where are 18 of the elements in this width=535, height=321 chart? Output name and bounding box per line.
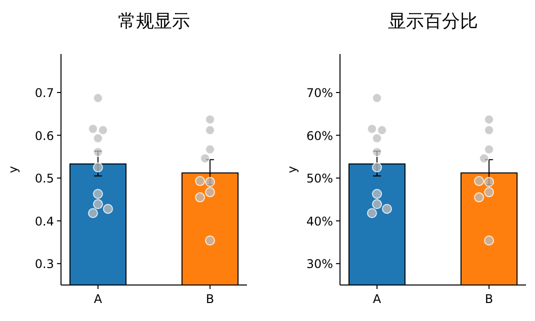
y-tick-label: 70% <box>306 86 333 100</box>
y-tick-label: 0.7 <box>34 86 54 100</box>
y-tick-label: 50% <box>306 172 333 186</box>
y-tick-label: 60% <box>306 128 333 143</box>
y-axis-title: y <box>285 166 299 174</box>
x-tick-label: B <box>206 292 214 306</box>
y-tick-label: 0.5 <box>34 172 54 186</box>
x-tick-label: A <box>372 292 382 306</box>
y-tick-label: 40% <box>306 214 333 228</box>
y-tick-label: 30% <box>306 257 333 272</box>
y-tick-label: 0.4 <box>34 214 54 228</box>
x-tick-label: A <box>94 292 103 306</box>
x-tick-label: B <box>484 292 494 306</box>
chart-title: 显示百分比 <box>388 11 478 32</box>
y-tick-label: 0.3 <box>34 257 54 272</box>
y-axis-title: y <box>6 166 20 174</box>
y-tick-label: 0.6 <box>34 128 54 143</box>
chart-title: 常规显示 <box>118 11 190 32</box>
